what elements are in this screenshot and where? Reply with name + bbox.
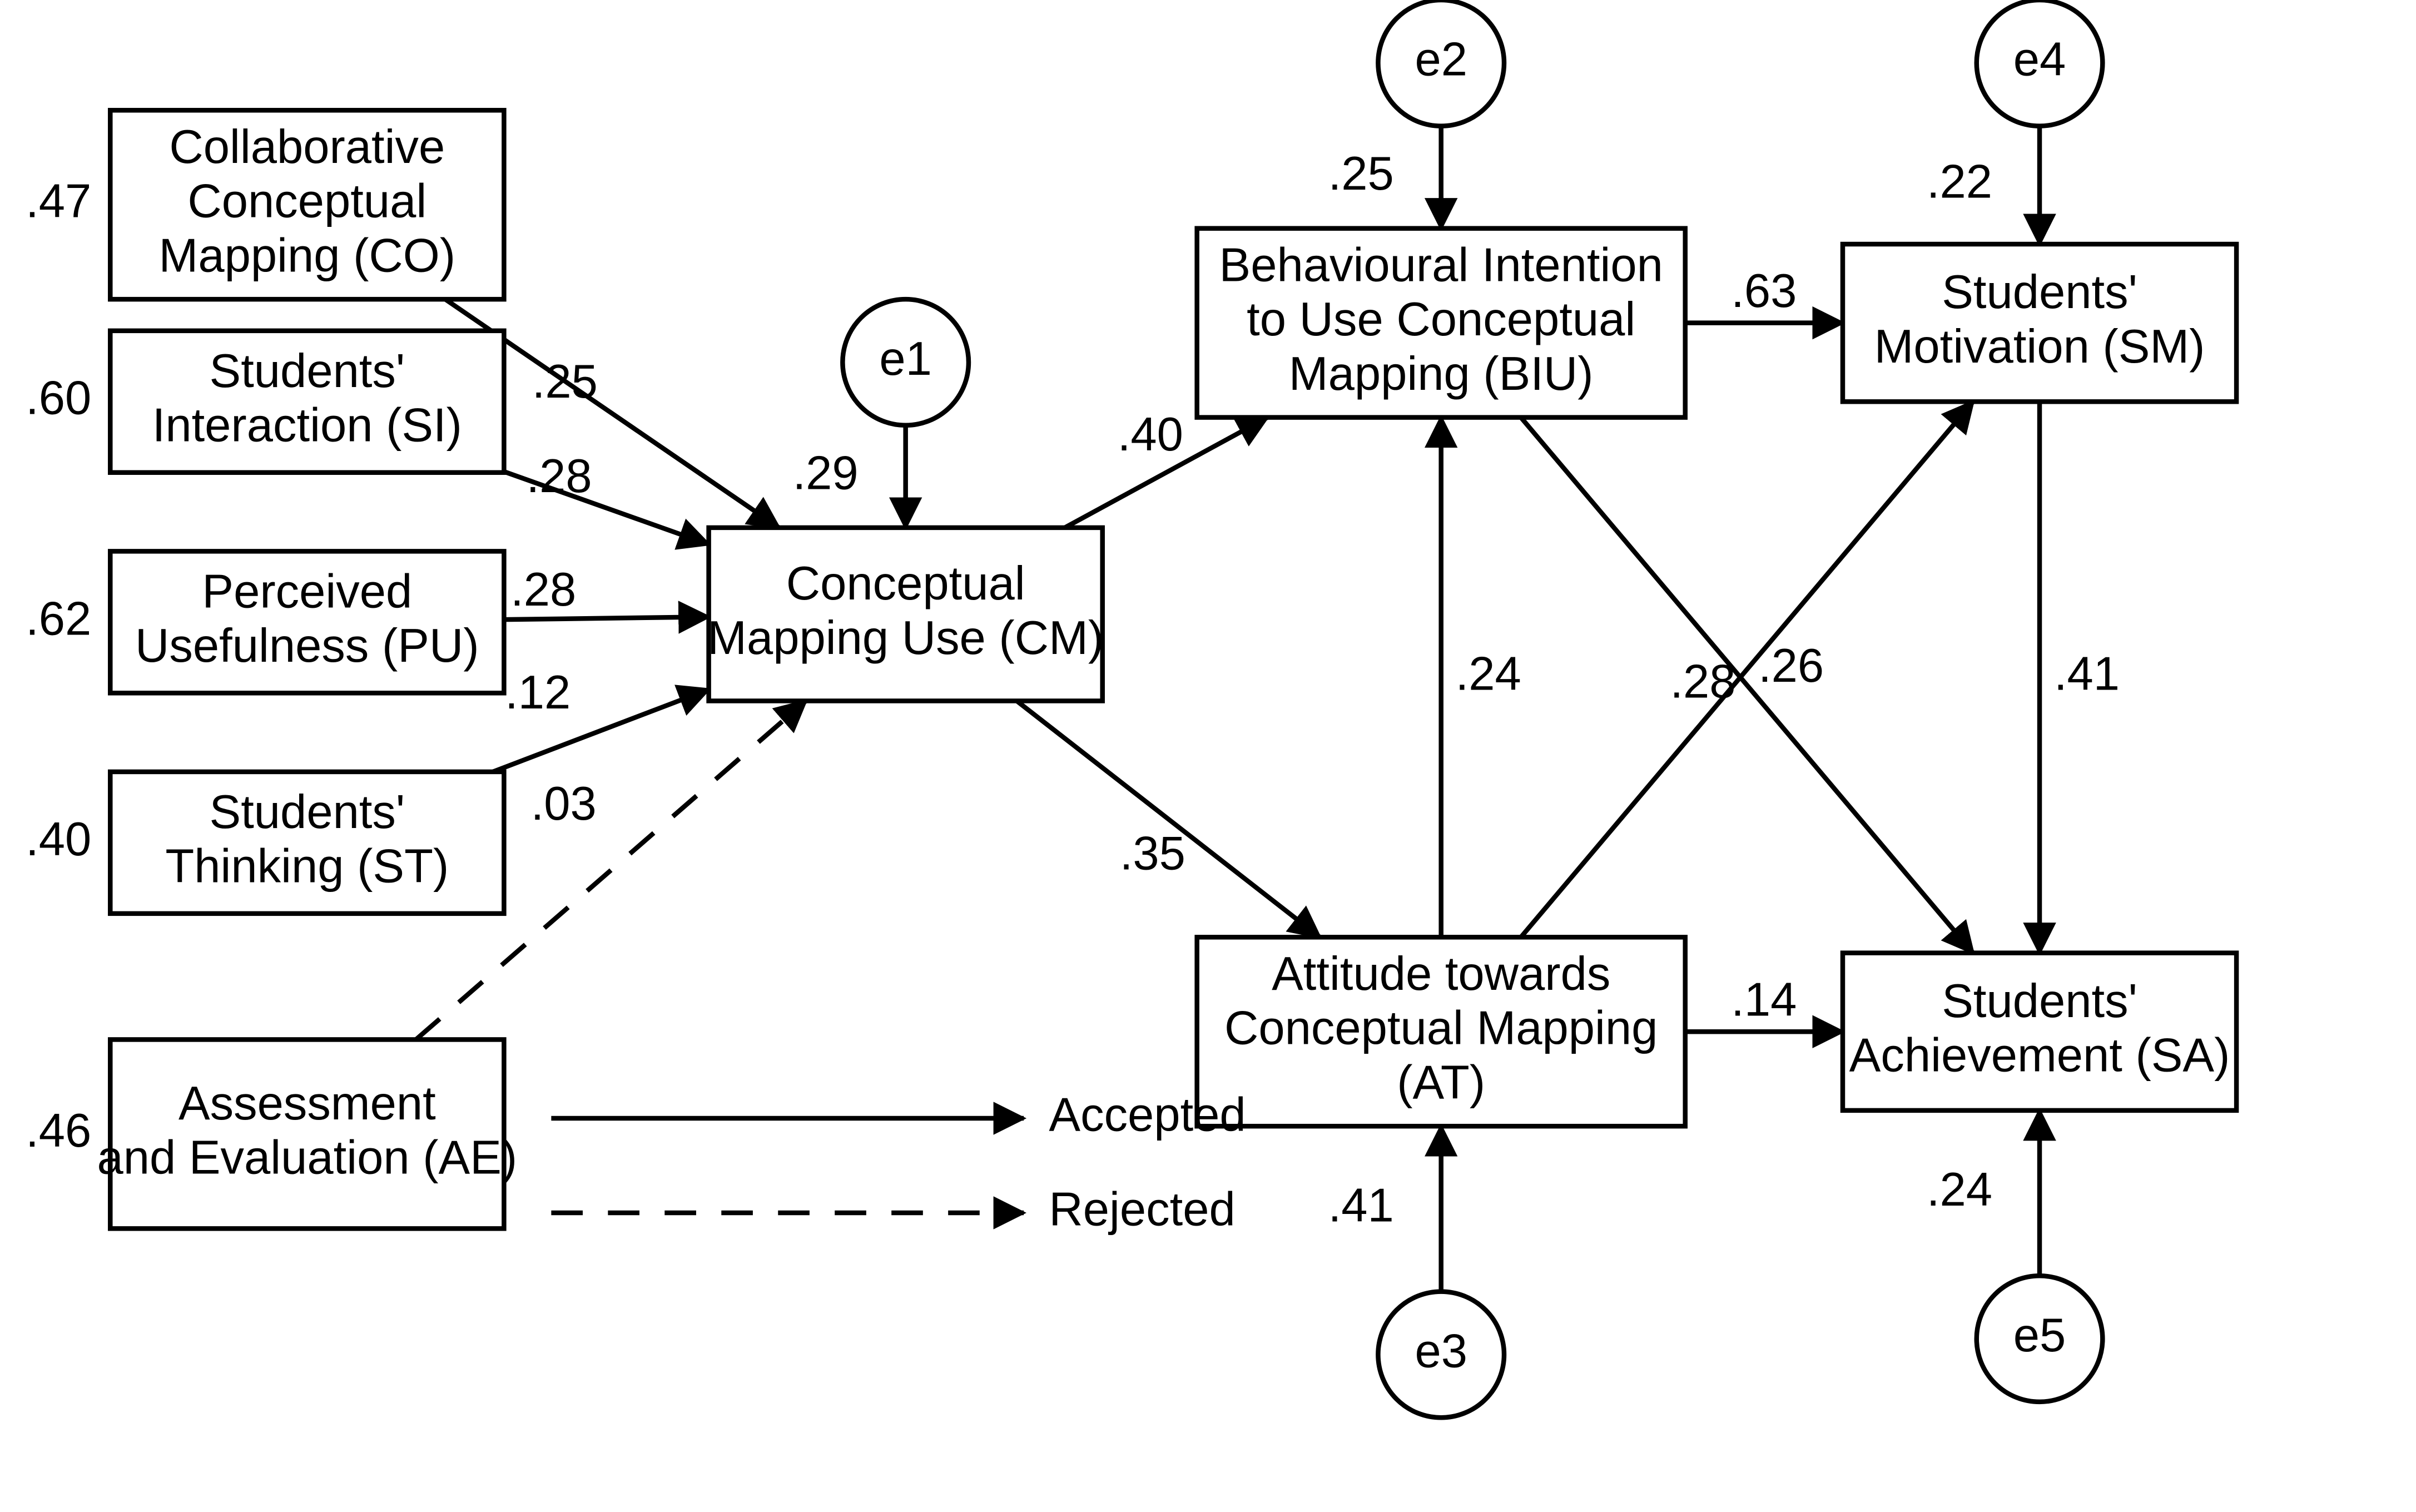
node-label-ST-0: Students' — [210, 786, 405, 839]
edge-BIU-SA — [1521, 418, 1973, 953]
edge-label-AT-SA: .14 — [1731, 974, 1797, 1027]
sem-path-diagram: .25.28.28.12.03.40.35.24.63.28.26.14.41e… — [0, 0, 2416, 1512]
error-value-e3: .41 — [1328, 1179, 1394, 1232]
node-label-SI-0: Students' — [210, 345, 405, 398]
edge-label-BIU-SM: .63 — [1731, 265, 1797, 318]
node-label-SM-0: Students' — [1942, 266, 2137, 319]
node-label-SM-1: Motivation (SM) — [1874, 320, 2205, 373]
node-label-SA-0: Students' — [1942, 975, 2137, 1028]
edge-label-CM-BIU: .40 — [1118, 408, 1183, 461]
error-value-e1: .29 — [793, 447, 859, 499]
error-terms: e1 .29 e2 .25 e3 .41 e4 .22 e5 .24 — [793, 0, 2103, 1417]
node-label-PU-1: Usefulness (PU) — [135, 619, 479, 672]
edge-label-SM-SA: .41 — [2054, 647, 2120, 700]
edge-label-BIU-SA: .28 — [1670, 656, 1735, 708]
edge-CM-AT — [1017, 701, 1320, 937]
node-label-BIU-1: to Use Conceptual — [1247, 293, 1635, 346]
edge-label-CM-AT: .35 — [1120, 827, 1185, 880]
edge-label-AT-SM: .26 — [1758, 639, 1824, 692]
edge-label-ST-CM: .12 — [505, 666, 570, 719]
node-label-AE-1: and Evaluation (AE) — [97, 1132, 517, 1184]
node-label-AT-1: Conceptual Mapping — [1224, 1002, 1658, 1055]
edge-label-AE-CM: .03 — [531, 777, 597, 830]
edge-AT-SM — [1521, 401, 1973, 937]
node-label-ST-1: Thinking (ST) — [165, 840, 449, 893]
edge-label-CO-CM: .25 — [532, 355, 598, 408]
node-label-SI-1: Interaction (SI) — [152, 399, 462, 452]
node-label-SA-1: Achievement (SA) — [1849, 1029, 2230, 1082]
error-label-e5: e5 — [2013, 1309, 2066, 1362]
edge-PU-CM — [504, 617, 708, 619]
node-label-CO-0: Collaborative — [169, 121, 445, 173]
node-ext-PU: .62 — [26, 592, 91, 645]
node-label-PU-0: Perceived — [202, 565, 412, 618]
error-value-e2: .25 — [1328, 147, 1394, 200]
legend-label-accepted: Accepted — [1049, 1088, 1246, 1141]
node-label-CO-2: Mapping (CO) — [159, 229, 456, 282]
node-label-AE-0: Assessment — [178, 1077, 436, 1130]
error-label-e4: e4 — [2013, 33, 2066, 86]
edge-label-SI-CM: .28 — [526, 450, 592, 503]
node-label-BIU-0: Behavioural Intention — [1219, 239, 1663, 291]
edge-label-PU-CM: .28 — [510, 563, 576, 616]
nodes: CollaborativeConceptualMapping (CO).47St… — [26, 110, 2236, 1228]
node-ext-SI: .60 — [26, 372, 91, 425]
node-ext-CO: .47 — [26, 175, 91, 228]
error-label-e2: e2 — [1415, 33, 1467, 86]
edge-label-AT-BIU: .24 — [1456, 647, 1521, 700]
error-value-e4: .22 — [1927, 155, 1992, 208]
node-label-CM-1: Mapping Use (CM) — [707, 612, 1104, 665]
legend-label-rejected: Rejected — [1049, 1183, 1235, 1236]
node-ext-ST: .40 — [26, 813, 91, 866]
node-label-BIU-2: Mapping (BIU) — [1289, 348, 1594, 400]
node-label-AT-2: (AT) — [1397, 1056, 1485, 1109]
error-label-e1: e1 — [879, 333, 932, 385]
node-label-CO-1: Conceptual — [187, 175, 426, 228]
node-label-CM-0: Conceptual — [786, 557, 1025, 610]
node-ext-AE: .46 — [26, 1104, 91, 1157]
error-value-e5: .24 — [1927, 1163, 1992, 1216]
legend: Accepted Rejected — [551, 1088, 1246, 1236]
node-label-AT-0: Attitude towards — [1272, 948, 1610, 1000]
error-label-e3: e3 — [1415, 1325, 1467, 1377]
